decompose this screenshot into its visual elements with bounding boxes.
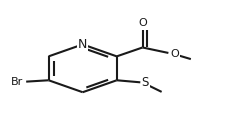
Text: N: N bbox=[78, 38, 87, 51]
Text: O: O bbox=[137, 18, 146, 28]
Text: O: O bbox=[169, 49, 178, 59]
Text: S: S bbox=[141, 76, 148, 89]
Text: Br: Br bbox=[11, 77, 23, 87]
